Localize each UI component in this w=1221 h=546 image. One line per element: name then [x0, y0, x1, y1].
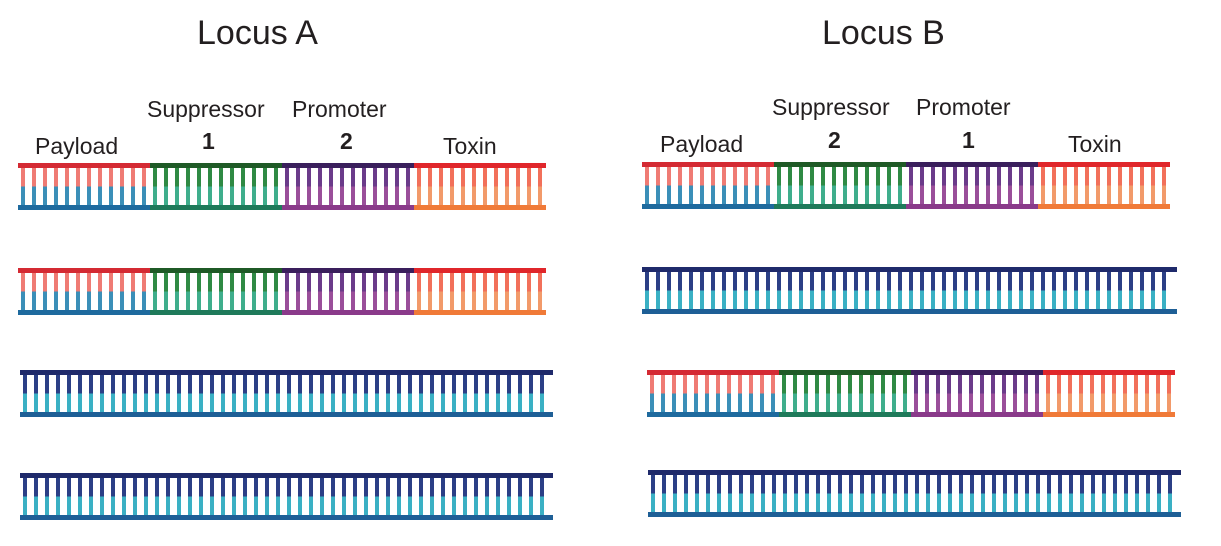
toxin-segment	[1038, 162, 1170, 209]
locus-b-title: Locus B	[822, 14, 945, 52]
dna-strand-a1	[18, 163, 546, 210]
locus-a-suppressor-number: 1	[202, 128, 215, 154]
dna-strand-b4	[648, 470, 1181, 517]
locus-a-promoter-number: 2	[340, 128, 353, 154]
suppressor-segment	[774, 162, 906, 209]
plain-dna-segment	[20, 370, 553, 417]
payload-segment	[647, 370, 779, 417]
locus-b-toxin-label: Toxin	[1068, 131, 1122, 157]
toxin-segment	[414, 163, 546, 210]
dna-strand-a4	[20, 473, 553, 520]
payload-segment	[18, 268, 150, 315]
promoter-segment	[282, 268, 414, 315]
suppressor-segment	[779, 370, 911, 417]
locus-a-toxin-label: Toxin	[443, 133, 497, 159]
dna-strand-a3	[20, 370, 553, 417]
locus-a-promoter-label: Promoter	[292, 96, 387, 122]
locus-b-promoter-number: 1	[962, 127, 975, 153]
payload-segment	[18, 163, 150, 210]
payload-segment	[642, 162, 774, 209]
promoter-segment	[906, 162, 1038, 209]
suppressor-segment	[150, 268, 282, 315]
suppressor-segment	[150, 163, 282, 210]
toxin-segment	[414, 268, 546, 315]
locus-b-payload-label: Payload	[660, 131, 744, 157]
plain-dna-segment	[20, 473, 553, 520]
plain-dna-segment	[648, 470, 1181, 517]
locus-a-suppressor-label: Suppressor	[147, 96, 265, 122]
locus-b-suppressor-label: Suppressor	[772, 94, 890, 120]
locus-a-payload-label: Payload	[35, 133, 119, 159]
locus-b-promoter-label: Promoter	[916, 94, 1011, 120]
dna-strand-b1	[642, 162, 1170, 209]
promoter-segment	[282, 163, 414, 210]
toxin-segment	[1043, 370, 1175, 417]
dna-strand-b3	[647, 370, 1175, 417]
promoter-segment	[911, 370, 1043, 417]
locus-a-title: Locus A	[197, 14, 318, 52]
dna-strand-b2	[642, 267, 1177, 314]
dna-strand-a2	[18, 268, 546, 315]
locus-b-suppressor-number: 2	[828, 127, 841, 153]
plain-dna-segment	[642, 267, 1177, 314]
